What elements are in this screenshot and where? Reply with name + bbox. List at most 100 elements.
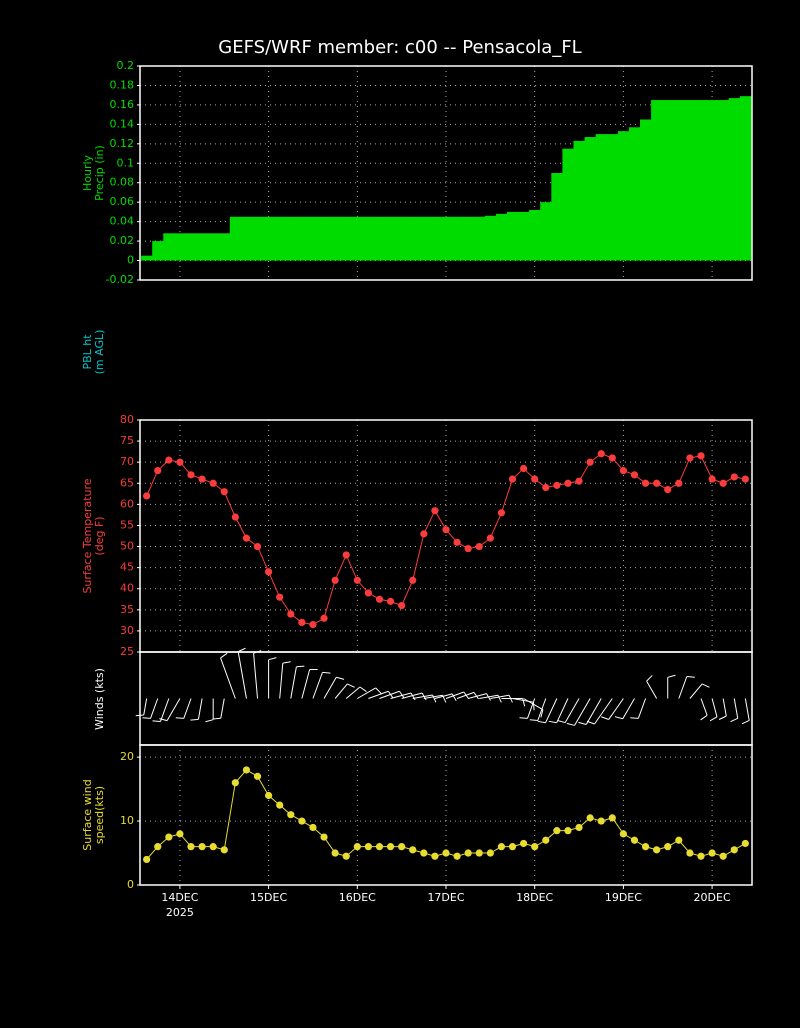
wind-barb-flag [646, 675, 653, 682]
precip-bar [651, 100, 663, 261]
temperature-point [575, 477, 583, 485]
y-tick-label: 0 [127, 878, 134, 891]
precip-bar [274, 216, 286, 261]
wind-barb [585, 698, 602, 725]
speed-point [276, 801, 284, 809]
wind-barb [468, 693, 487, 699]
temperature-point [265, 568, 273, 576]
temperature-point [730, 473, 738, 481]
wind-barb-flag [347, 683, 355, 688]
speed-point [309, 823, 317, 832]
temperature-point [641, 479, 650, 487]
precip-bar [163, 233, 175, 261]
y-axis-label: PBL ht [81, 334, 94, 370]
temperature-point [331, 576, 339, 584]
speed-point [697, 852, 705, 860]
temperature-point [298, 618, 306, 627]
y-tick-label: 0.06 [110, 195, 135, 208]
precip-bar [362, 216, 375, 261]
temperature-point [375, 595, 384, 603]
wind-barb-flag [741, 720, 750, 725]
wind-barb [159, 698, 170, 722]
wind-barb [345, 686, 361, 699]
wind-barb [556, 698, 569, 723]
wind-barb [166, 698, 181, 721]
wind-barb-flag [557, 720, 566, 724]
speed-point [420, 849, 428, 857]
speed-point [486, 849, 494, 857]
speed-point [575, 823, 583, 832]
temperature-point [553, 481, 561, 489]
wind-barb [423, 694, 443, 699]
wind-barb [279, 663, 284, 699]
y-axis-label: Winds (kts) [93, 668, 106, 730]
temperature-point [409, 576, 417, 584]
temperature-point [442, 526, 450, 534]
speed-point [641, 843, 650, 851]
temperature-point [253, 542, 262, 551]
speed-point [453, 852, 461, 860]
temperature-point [686, 454, 694, 462]
wind-barb [434, 693, 453, 699]
speed-point [143, 855, 151, 864]
speed-point [586, 814, 594, 822]
precip-bar [141, 255, 153, 261]
speed-point [630, 836, 639, 844]
wind-barb-flag [730, 717, 738, 723]
y-tick-label: 80 [120, 413, 134, 426]
precip-bar [640, 119, 652, 261]
y-tick-label: -0.02 [106, 273, 134, 286]
wind-barb-flag [432, 694, 437, 703]
wind-barb [479, 694, 499, 699]
precip-bar [484, 215, 497, 261]
y-tick-label: 0 [127, 254, 134, 267]
wind-barb-flag [548, 720, 557, 724]
temperature-point [497, 509, 506, 517]
x-tick-label: 18DEC [516, 891, 553, 904]
wind-barb-flag [220, 652, 228, 659]
y-tick-label: 0.1 [117, 156, 135, 169]
precip-bar [185, 233, 198, 261]
speed-point [265, 791, 273, 800]
speed-point [231, 779, 239, 787]
precip-bar [207, 233, 220, 261]
temperature-point [176, 458, 184, 466]
temperature-point [276, 593, 284, 601]
y-tick-label: 0.2 [117, 59, 135, 72]
precip-bar [451, 216, 464, 261]
wind-barb [456, 691, 475, 699]
y-axis-label: Precip (in) [93, 145, 106, 201]
wind-barb-flag [359, 686, 367, 692]
wind-barb [526, 698, 536, 719]
precip-bar [684, 100, 696, 261]
y-tick-label: 40 [120, 582, 134, 595]
wind-barb-flag [322, 671, 331, 674]
y-tick-label: 75 [120, 434, 134, 447]
precip-bar [240, 216, 253, 261]
precip-bar [595, 134, 608, 261]
precip-bar [728, 98, 741, 261]
wind-barb [523, 698, 544, 711]
wind-barb [711, 698, 718, 717]
speed-point [675, 836, 683, 844]
temperature-point [187, 471, 195, 479]
speed-point [730, 846, 738, 854]
speed-point [686, 849, 694, 857]
y-tick-label: 25 [120, 645, 134, 658]
speed-point [209, 843, 217, 851]
precip-bar [495, 213, 508, 261]
wind-barb-flag [190, 718, 199, 721]
wind-barb-flag [537, 720, 546, 724]
wind-barb-flag [601, 716, 609, 720]
temperature-point [520, 464, 528, 473]
precip-bar [196, 233, 209, 261]
precip-bar [407, 216, 419, 261]
wind-barb [537, 698, 547, 721]
wind-barb-flag [375, 687, 382, 694]
temperature-point [320, 614, 328, 622]
wind-barb [401, 692, 423, 699]
panel-frame [139, 65, 753, 281]
precip-bar [617, 131, 630, 261]
